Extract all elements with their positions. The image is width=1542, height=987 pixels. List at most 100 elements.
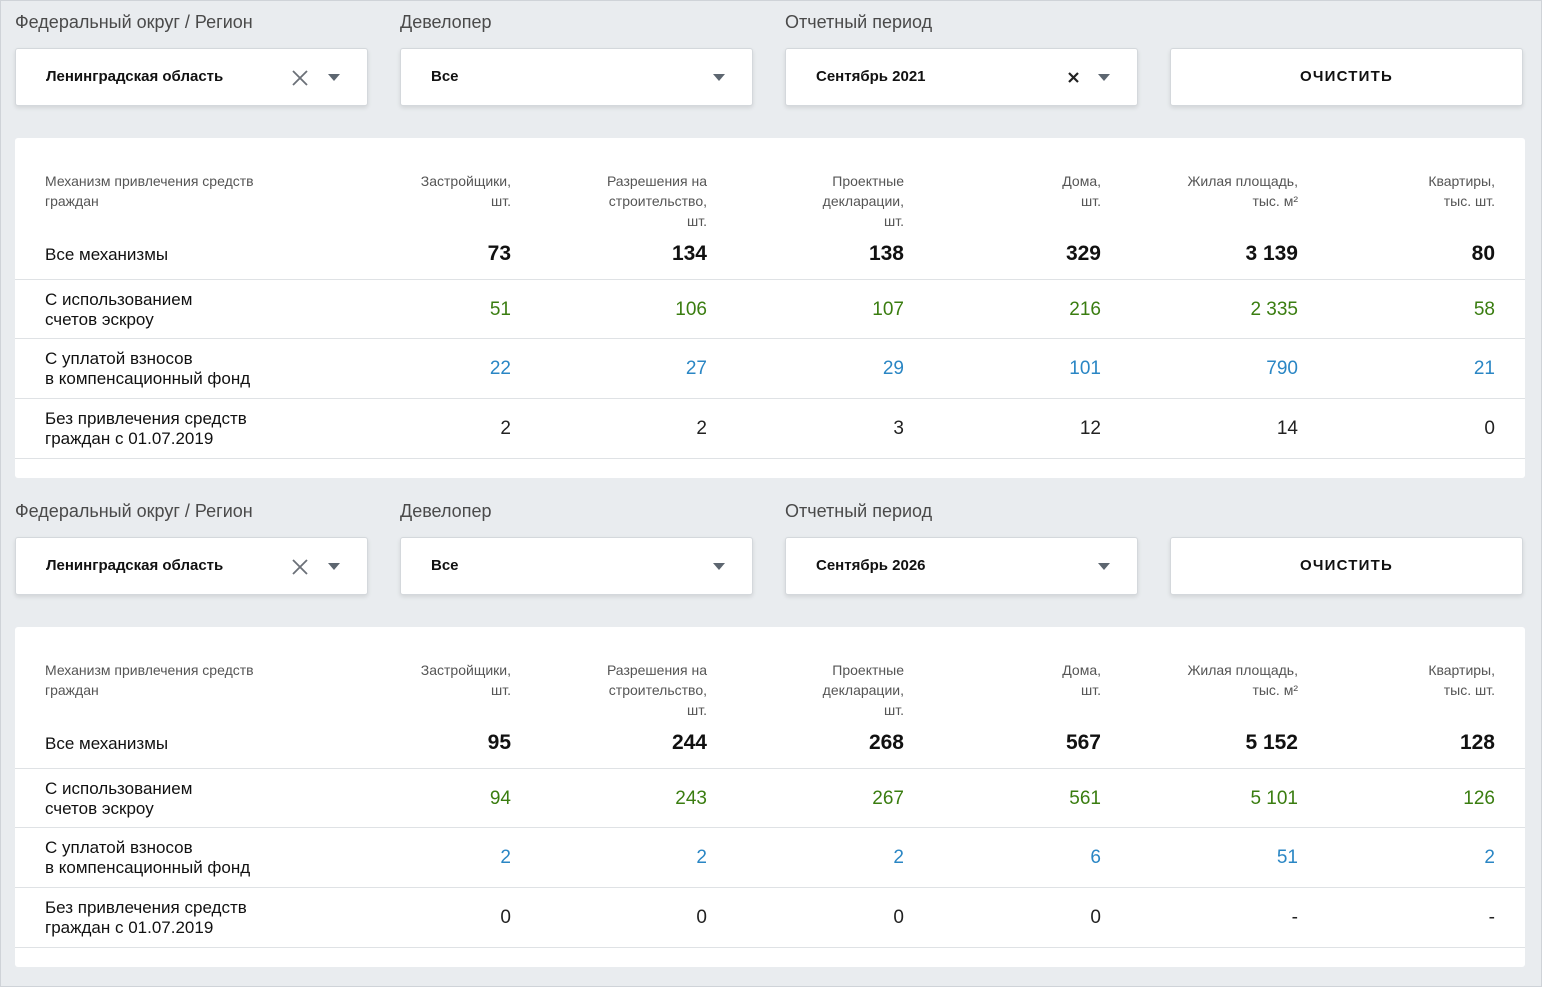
header-line: шт. xyxy=(491,193,511,209)
header-line: Разрешения на xyxy=(606,662,707,678)
row-divider xyxy=(15,827,1525,828)
region-select[interactable]: Ленинградская область xyxy=(15,537,368,595)
period-select[interactable]: Сентябрь 2026 xyxy=(785,537,1138,595)
header-line: шт. xyxy=(491,682,511,698)
table-row-total: Все механизмы 73 134 138 329 3 139 80 xyxy=(15,234,1525,279)
region-label: Федеральный округ / Регион xyxy=(15,12,253,32)
clear-button[interactable]: ОЧИСТИТЬ xyxy=(1170,537,1523,595)
cell-apartments: 2 xyxy=(1484,847,1495,868)
cell-apartments: 80 xyxy=(1471,242,1495,265)
stats-table: Механизм привлечения средств граждан Зас… xyxy=(15,138,1525,478)
region-select-value: Ленинградская область xyxy=(46,557,224,574)
header-line: Дома, xyxy=(1062,662,1101,678)
cell-area: 3 139 xyxy=(1245,242,1298,265)
cell-houses: 12 xyxy=(1079,418,1101,439)
period-select-value: Сентябрь 2021 xyxy=(816,68,926,85)
row-divider xyxy=(15,768,1525,769)
row-divider xyxy=(15,947,1525,948)
header-apartments: Квартиры, тыс. шт. xyxy=(1335,171,1495,211)
stats-table: Механизм привлечения средств граждан Зас… xyxy=(15,627,1525,967)
row-divider xyxy=(15,458,1525,459)
cell-houses: 6 xyxy=(1090,847,1101,868)
period-label: Отчетный период xyxy=(785,12,933,32)
row-label: С использованием счетов эскроу xyxy=(45,779,192,819)
row-label: Без привлечения средств граждан с 01.07.… xyxy=(45,409,247,449)
developer-select-value: Все xyxy=(431,557,459,574)
chevron-down-icon[interactable] xyxy=(328,74,340,81)
region-select[interactable]: Ленинградская область xyxy=(15,48,368,106)
header-builders: Застройщики, шт. xyxy=(351,660,511,700)
period-select[interactable]: Сентябрь 2021 xyxy=(785,48,1138,106)
header-line: декларации, xyxy=(822,682,904,698)
header-builders: Застройщики, шт. xyxy=(351,171,511,211)
header-line: шт. xyxy=(884,702,904,718)
cell-declarations: 29 xyxy=(882,358,904,379)
clear-button[interactable]: ОЧИСТИТЬ xyxy=(1170,48,1523,106)
header-line: Проектные xyxy=(832,662,904,678)
row-label-line: С использованием xyxy=(45,779,193,798)
header-mechanism: Механизм привлечения средств граждан xyxy=(45,660,325,700)
cell-builders: 51 xyxy=(489,299,511,320)
chevron-down-icon[interactable] xyxy=(328,563,340,570)
chevron-down-icon[interactable] xyxy=(713,74,725,81)
cell-declarations: 138 xyxy=(868,242,904,265)
cell-apartments: - xyxy=(1488,907,1495,928)
clear-x-icon[interactable] xyxy=(291,558,309,576)
header-line: Проектные xyxy=(832,173,904,189)
cell-apartments: 128 xyxy=(1459,731,1495,754)
cell-apartments: 21 xyxy=(1473,358,1495,379)
table-row-none: Без привлечения средств граждан с 01.07.… xyxy=(15,888,1525,947)
cell-permits: 244 xyxy=(671,731,707,754)
cell-area: 5 152 xyxy=(1245,731,1298,754)
header-apartments: Квартиры, тыс. шт. xyxy=(1335,660,1495,700)
header-line: тыс. м² xyxy=(1252,682,1298,698)
cell-permits: 27 xyxy=(685,358,707,379)
row-label-line: счетов эскроу xyxy=(45,310,154,329)
row-divider xyxy=(15,398,1525,399)
header-line: тыс. шт. xyxy=(1443,682,1495,698)
cell-declarations: 2 xyxy=(893,847,904,868)
developer-select[interactable]: Все xyxy=(400,48,753,106)
cell-permits: 0 xyxy=(696,907,707,928)
header-permits: Разрешения на строительство, шт. xyxy=(547,171,707,231)
chevron-down-icon[interactable] xyxy=(713,563,725,570)
header-line: Квартиры, xyxy=(1428,173,1495,189)
header-line: шт. xyxy=(884,213,904,229)
cell-area: 5 101 xyxy=(1250,788,1298,809)
row-label: С уплатой взносов в компенсационный фонд xyxy=(45,349,250,389)
header-line: Дома, xyxy=(1062,173,1101,189)
row-label: Без привлечения средств граждан с 01.07.… xyxy=(45,898,247,938)
chevron-down-icon[interactable] xyxy=(1098,74,1110,81)
developer-select[interactable]: Все xyxy=(400,537,753,595)
header-houses: Дома, шт. xyxy=(941,171,1101,211)
cell-apartments: 126 xyxy=(1463,788,1495,809)
header-area: Жилая площадь, тыс. м² xyxy=(1138,660,1298,700)
header-line: Застройщики, xyxy=(420,662,511,678)
header-line: строительство, xyxy=(608,193,707,209)
clear-x-icon[interactable] xyxy=(1068,72,1079,83)
header-line: Жилая площадь, xyxy=(1187,662,1298,678)
row-label: Все механизмы xyxy=(45,734,169,753)
chevron-down-icon[interactable] xyxy=(1098,563,1110,570)
cell-permits: 134 xyxy=(671,242,707,265)
cell-apartments: 58 xyxy=(1473,299,1495,320)
header-line: строительство, xyxy=(608,682,707,698)
clear-x-icon[interactable] xyxy=(291,69,309,87)
row-divider xyxy=(15,887,1525,888)
period-select-value: Сентябрь 2026 xyxy=(816,557,926,574)
row-label-line: в компенсационный фонд xyxy=(45,858,251,877)
header-line: Механизм привлечения средств xyxy=(45,662,254,678)
region-select-value: Ленинградская область xyxy=(46,68,224,85)
cell-builders: 22 xyxy=(489,358,511,379)
cell-builders: 2 xyxy=(500,418,511,439)
row-label-line: С уплатой взносов xyxy=(45,349,193,368)
cell-declarations: 3 xyxy=(893,418,904,439)
cell-permits: 106 xyxy=(675,299,707,320)
row-label-line: в компенсационный фонд xyxy=(45,369,251,388)
header-line: шт. xyxy=(1081,682,1101,698)
table-row-escrow: С использованием счетов эскроу 51 106 10… xyxy=(15,280,1525,339)
row-label-line: счетов эскроу xyxy=(45,799,154,818)
row-divider xyxy=(15,279,1525,280)
row-divider xyxy=(15,338,1525,339)
header-permits: Разрешения на строительство, шт. xyxy=(547,660,707,720)
